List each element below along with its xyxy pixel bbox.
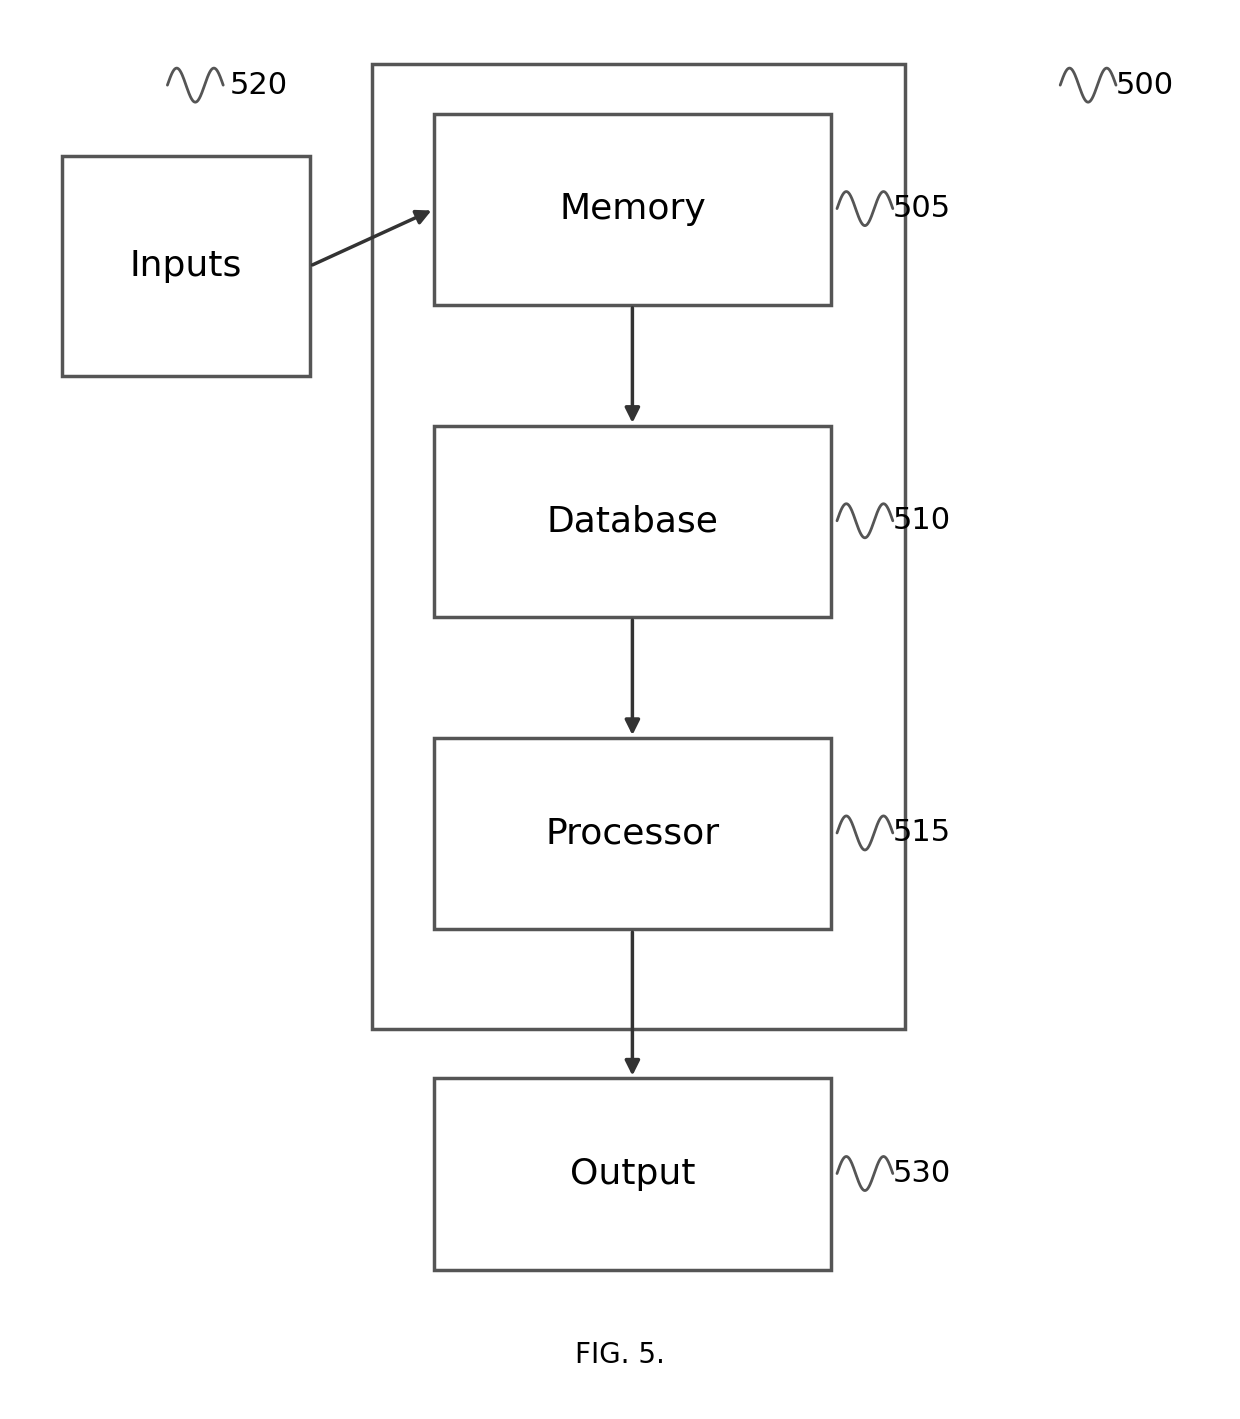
Text: Inputs: Inputs — [130, 250, 242, 282]
Bar — [62, 156, 310, 376]
Text: 500: 500 — [1116, 71, 1174, 99]
Text: 505: 505 — [893, 194, 951, 223]
Text: 530: 530 — [893, 1159, 951, 1188]
Bar — [434, 426, 831, 617]
Text: Memory: Memory — [559, 193, 706, 226]
Bar — [434, 114, 831, 305]
Bar — [434, 1078, 831, 1270]
Text: Processor: Processor — [546, 817, 719, 850]
Text: 510: 510 — [893, 507, 951, 535]
Text: Output: Output — [569, 1158, 696, 1191]
Text: FIG. 5.: FIG. 5. — [575, 1341, 665, 1369]
Text: Database: Database — [547, 505, 718, 538]
Text: 520: 520 — [229, 71, 288, 99]
Text: 515: 515 — [893, 819, 951, 847]
Bar — [434, 738, 831, 929]
Bar — [372, 64, 905, 1029]
